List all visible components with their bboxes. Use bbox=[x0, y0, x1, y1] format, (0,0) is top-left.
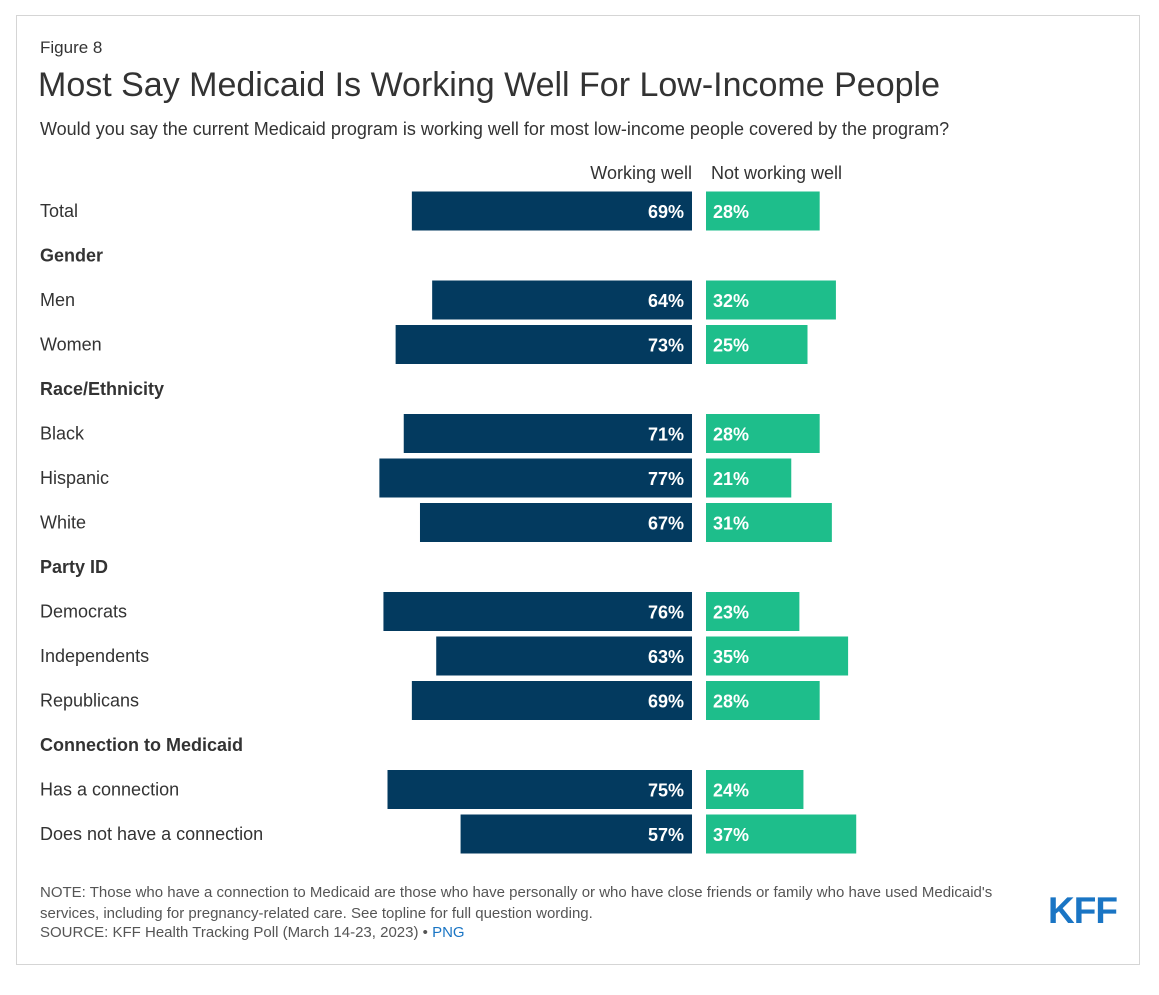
category-label-white: White bbox=[40, 513, 86, 533]
bar-not-working-well-democrats bbox=[706, 592, 800, 631]
category-label-does-not-have-a-connection: Does not have a connection bbox=[40, 824, 263, 844]
data-label-working-well-democrats: 76% bbox=[648, 603, 684, 623]
category-label-hispanic: Hispanic bbox=[40, 468, 109, 488]
bar-not-working-well-republicans bbox=[706, 681, 820, 720]
source-line: SOURCE: KFF Health Tracking Poll (March … bbox=[40, 924, 465, 941]
bar-row: White 67% 31% bbox=[40, 503, 832, 542]
bar-not-working-well-hispanic bbox=[706, 458, 792, 498]
data-label-working-well-independents: 63% bbox=[648, 647, 684, 667]
group-header: Race/Ethnicity bbox=[40, 379, 164, 399]
data-label-working-well-hispanic: 77% bbox=[648, 469, 684, 489]
data-label-working-well-black: 71% bbox=[648, 425, 684, 445]
source-text: SOURCE: KFF Health Tracking Poll (March … bbox=[40, 924, 428, 941]
data-label-not-working-well-black: 28% bbox=[713, 425, 749, 445]
bar-working-well-total bbox=[411, 191, 692, 231]
bar-not-working-well-white bbox=[706, 503, 832, 542]
data-label-not-working-well-hispanic: 21% bbox=[713, 469, 749, 489]
bar-working-well-men bbox=[432, 280, 692, 320]
group-label-party-id: Party ID bbox=[40, 557, 108, 577]
data-label-working-well-total: 69% bbox=[648, 202, 684, 222]
bar-row: Men 64% 32% bbox=[40, 280, 836, 320]
group-header: Gender bbox=[40, 246, 103, 266]
group-header: Party ID bbox=[40, 557, 108, 577]
legend-working-well: Working well bbox=[590, 163, 692, 183]
bar-working-well-has-a-connection bbox=[387, 770, 692, 809]
bar-working-well-black bbox=[403, 414, 692, 453]
bar-working-well-republicans bbox=[411, 681, 692, 720]
bar-working-well-independents bbox=[436, 636, 692, 676]
bar-not-working-well-does-not-have-a-connection bbox=[706, 814, 857, 854]
bar-row: Does not have a connection 57% 37% bbox=[40, 814, 857, 854]
data-label-working-well-has-a-connection: 75% bbox=[648, 781, 684, 801]
data-label-not-working-well-white: 31% bbox=[713, 514, 749, 534]
bar-row: Has a connection 75% 24% bbox=[40, 770, 804, 809]
data-label-not-working-well-independents: 35% bbox=[713, 647, 749, 667]
chart-subtitle: Would you say the current Medicaid progr… bbox=[40, 119, 950, 139]
bar-working-well-does-not-have-a-connection bbox=[460, 814, 692, 854]
bar-not-working-well-black bbox=[706, 414, 820, 453]
bar-not-working-well-independents bbox=[706, 636, 849, 676]
bar-not-working-well-has-a-connection bbox=[706, 770, 804, 809]
group-label-connection-to-medicaid: Connection to Medicaid bbox=[40, 735, 243, 755]
bar-chart: Total 69% 28% Gender Men 64% 32% Women 73% 25% Rac… bbox=[40, 191, 857, 854]
data-label-working-well-does-not-have-a-connection: 57% bbox=[648, 825, 684, 845]
data-label-not-working-well-total: 28% bbox=[713, 202, 749, 222]
bar-row: Black 71% 28% bbox=[40, 414, 820, 453]
category-label-independents: Independents bbox=[40, 646, 149, 666]
group-label-gender: Gender bbox=[40, 246, 103, 266]
data-label-not-working-well-men: 32% bbox=[713, 291, 749, 311]
category-label-men: Men bbox=[40, 290, 75, 310]
category-label-women: Women bbox=[40, 335, 102, 355]
kff-logo-text: KFF bbox=[1048, 893, 1117, 927]
figure-label: Figure 8 bbox=[40, 38, 103, 57]
bar-working-well-democrats bbox=[383, 592, 692, 631]
bar-not-working-well-total bbox=[706, 191, 820, 231]
bar-working-well-women bbox=[395, 325, 692, 364]
data-label-working-well-women: 73% bbox=[648, 336, 684, 356]
bar-working-well-hispanic bbox=[379, 458, 692, 498]
data-label-not-working-well-democrats: 23% bbox=[713, 603, 749, 623]
bar-row: Hispanic 77% 21% bbox=[40, 458, 792, 498]
bar-not-working-well-men bbox=[706, 280, 836, 320]
bar-row: Total 69% 28% bbox=[40, 191, 820, 231]
bar-row: Independents 63% 35% bbox=[40, 636, 849, 676]
data-label-not-working-well-women: 25% bbox=[713, 336, 749, 356]
category-label-black: Black bbox=[40, 424, 85, 444]
bar-row: Women 73% 25% bbox=[40, 325, 808, 364]
category-label-has-a-connection: Has a connection bbox=[40, 780, 179, 800]
bar-not-working-well-women bbox=[706, 325, 808, 364]
data-label-working-well-white: 67% bbox=[648, 514, 684, 534]
legend-not-working-well: Not working well bbox=[711, 163, 843, 183]
group-header: Connection to Medicaid bbox=[40, 735, 243, 755]
data-label-not-working-well-does-not-have-a-connection: 37% bbox=[713, 825, 749, 845]
group-label-race-ethnicity: Race/Ethnicity bbox=[40, 379, 164, 399]
kff-logo: KFF bbox=[1048, 893, 1118, 927]
category-label-republicans: Republicans bbox=[40, 691, 139, 711]
bar-row: Republicans 69% 28% bbox=[40, 681, 820, 720]
bar-row: Democrats 76% 23% bbox=[40, 592, 800, 631]
data-label-not-working-well-has-a-connection: 24% bbox=[713, 781, 749, 801]
category-label-total: Total bbox=[40, 201, 78, 221]
png-link[interactable]: PNG bbox=[432, 924, 465, 941]
note-text: NOTE: Those who have a connection to Med… bbox=[40, 884, 993, 922]
category-label-democrats: Democrats bbox=[40, 602, 127, 622]
data-label-not-working-well-republicans: 28% bbox=[713, 692, 749, 712]
bar-working-well-white bbox=[419, 503, 692, 542]
data-label-working-well-men: 64% bbox=[648, 291, 684, 311]
chart-title: Most Say Medicaid Is Working Well For Lo… bbox=[38, 66, 940, 104]
data-label-working-well-republicans: 69% bbox=[648, 692, 684, 712]
